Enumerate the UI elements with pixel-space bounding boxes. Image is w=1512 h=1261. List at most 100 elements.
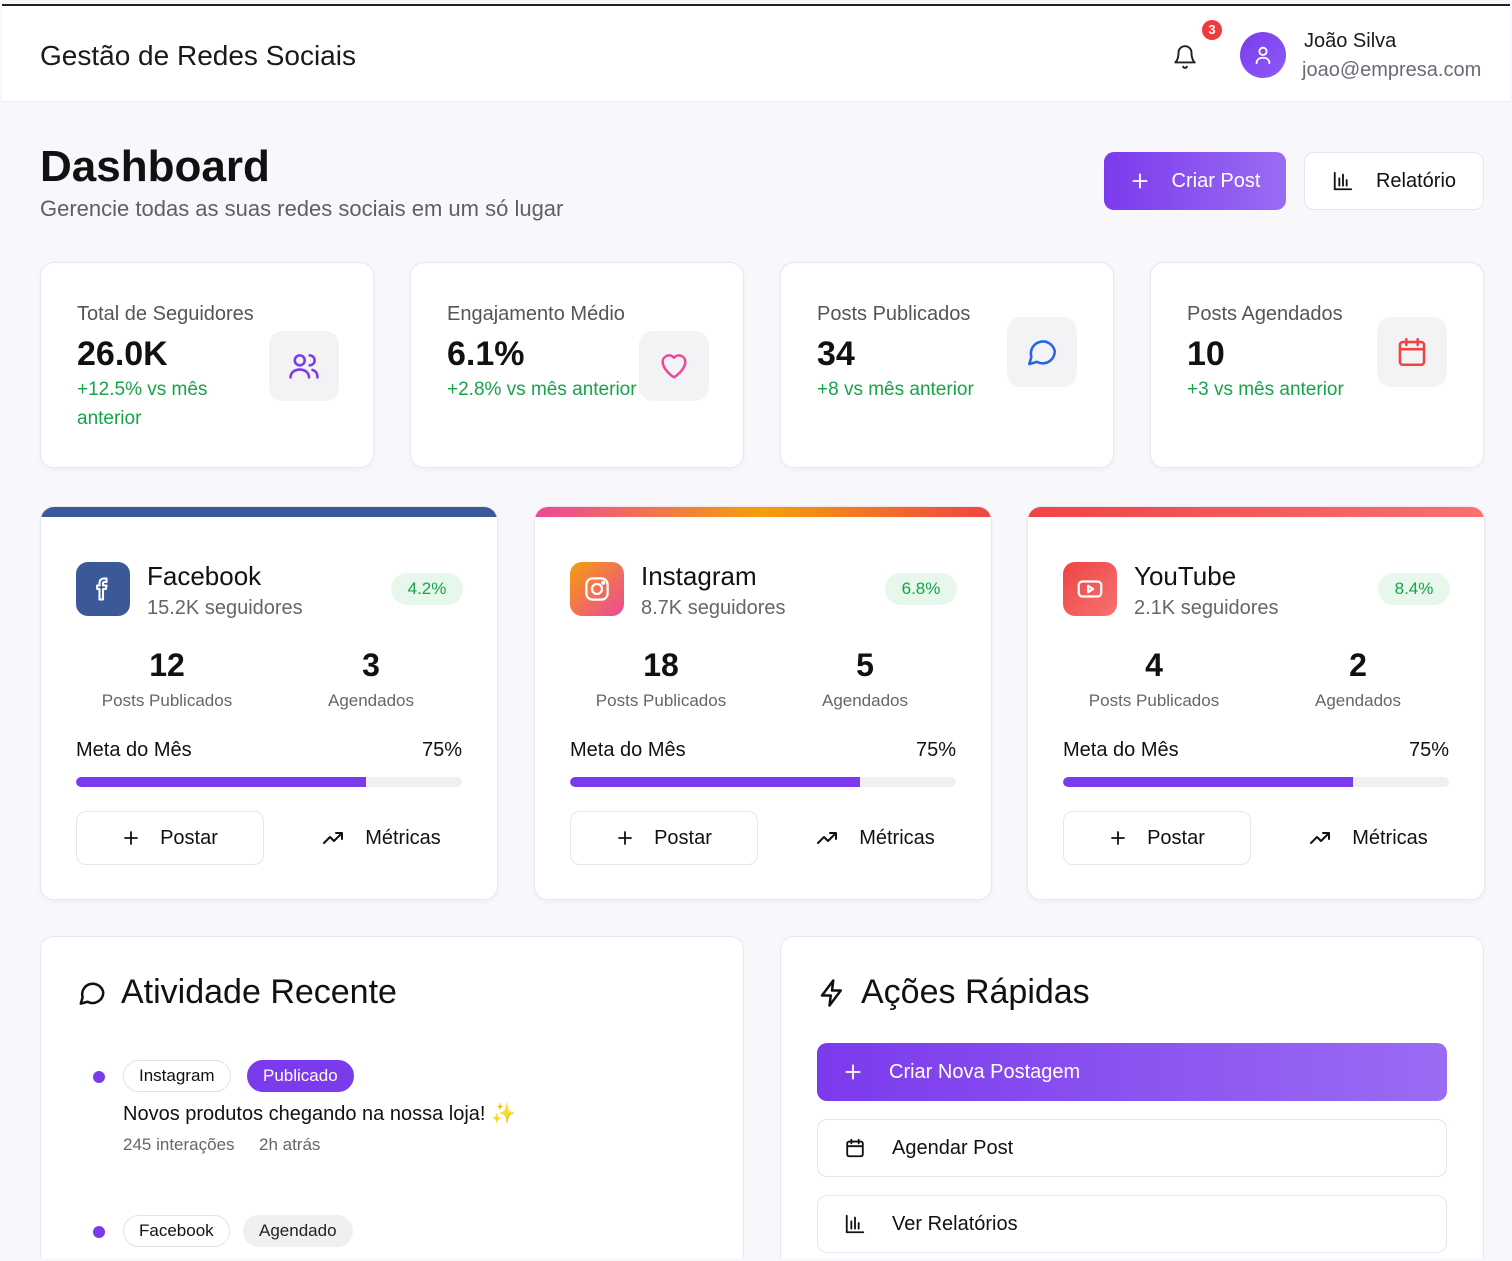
stat-card-followers: Total de Seguidores 26.0K +12.5% vs mês …	[40, 262, 374, 468]
post-label: Postar	[654, 826, 712, 849]
stat-card-published: Posts Publicados 34 +8 vs mês anterior	[780, 262, 1114, 468]
recent-activity-panel: Atividade Recente Instagram Publicado No…	[40, 936, 744, 1258]
goal-label: Meta do Mês	[76, 739, 192, 761]
plus-icon	[845, 1064, 861, 1080]
calendar-icon	[846, 1138, 864, 1158]
view-reports-label: Ver Relatórios	[892, 1212, 1018, 1235]
top-bar: Gestão de Redes Sociais 3 João Silva joa…	[2, 6, 1510, 102]
trending-up-icon	[817, 832, 838, 844]
facebook-icon	[76, 562, 130, 616]
heart-icon	[639, 331, 709, 401]
scheduled-count: 5	[856, 647, 874, 683]
scheduled-label: Agendados	[1314, 691, 1402, 710]
scheduled-count: 3	[362, 647, 380, 683]
post-button[interactable]: Postar	[76, 811, 264, 865]
platform-card-youtube: YouTube 2.1K seguidores 8.4% 4 Posts Pub…	[1027, 506, 1485, 900]
quick-actions-title-text: Ações Rápidas	[861, 973, 1090, 1011]
stat-card-engagement: Engajamento Médio 6.1% +2.8% vs mês ante…	[410, 262, 744, 468]
activity-text: Novos produtos chegando na nossa loja! ✨	[123, 1103, 516, 1125]
stat-value: 10	[1187, 335, 1225, 373]
stat-value: 6.1%	[447, 335, 525, 373]
schedule-post-button[interactable]: Agendar Post	[817, 1119, 1447, 1177]
engagement-badge: 8.4%	[1378, 573, 1450, 605]
status-badge: Agendado	[243, 1215, 353, 1247]
platform-chip: Facebook	[123, 1215, 230, 1247]
activity-interactions: 245 interações	[123, 1135, 235, 1154]
activity-dot	[93, 1071, 105, 1083]
post-button[interactable]: Postar	[1063, 811, 1251, 865]
stat-delta: +3 vs mês anterior	[1187, 379, 1344, 400]
post-button[interactable]: Postar	[570, 811, 758, 865]
scheduled-label: Agendados	[327, 691, 415, 710]
stat-delta: +12.5% vs mês anterior	[77, 379, 208, 429]
platform-color-bar	[41, 507, 497, 517]
platform-card-facebook: Facebook 15.2K seguidores 4.2% 12 Posts …	[40, 506, 498, 900]
scheduled-count: 2	[1349, 647, 1367, 683]
message-circle-icon	[1007, 317, 1077, 387]
app-frame: Gestão de Redes Sociais 3 João Silva joa…	[2, 4, 1510, 1258]
plus-icon	[1111, 831, 1125, 845]
create-new-post-label: Criar Nova Postagem	[889, 1060, 1081, 1083]
platform-name: Facebook	[147, 561, 262, 591]
stat-label: Engajamento Médio	[447, 303, 625, 325]
trending-up-icon	[1310, 832, 1331, 844]
scheduled-label: Agendados	[821, 691, 909, 710]
posts-label: Posts Publicados	[595, 691, 727, 710]
plus-icon	[618, 831, 632, 845]
posts-count: 4	[1145, 647, 1163, 683]
activity-time: 2h atrás	[259, 1135, 321, 1154]
avatar[interactable]	[1240, 32, 1286, 78]
goal-progress-track	[76, 777, 462, 787]
post-label: Postar	[1147, 826, 1205, 849]
stat-value: 34	[817, 335, 855, 373]
posts-count: 12	[149, 647, 185, 683]
report-button[interactable]: Relatório	[1304, 152, 1484, 210]
platform-color-bar	[535, 507, 991, 517]
activity-title-text: Atividade Recente	[121, 973, 397, 1011]
platform-followers: 8.7K seguidores	[641, 597, 786, 619]
plus-icon	[124, 831, 138, 845]
metrics-button[interactable]: Métricas	[301, 811, 461, 865]
stat-delta: +8 vs mês anterior	[817, 379, 974, 400]
goal-percent: 75%	[915, 739, 956, 761]
bar-chart-icon	[845, 1214, 865, 1234]
instagram-icon	[570, 562, 624, 616]
status-badge: Publicado	[247, 1060, 354, 1092]
stat-label: Posts Publicados	[817, 303, 971, 325]
platform-followers: 15.2K seguidores	[147, 597, 303, 619]
engagement-badge: 4.2%	[391, 573, 463, 605]
user-icon	[1255, 46, 1271, 65]
platform-chip: Instagram	[123, 1060, 231, 1092]
quick-actions-title: Ações Rápidas	[817, 973, 1090, 1012]
notification-badge: 3	[1202, 20, 1222, 40]
report-label: Relatório	[1375, 169, 1457, 192]
schedule-post-label: Agendar Post	[892, 1136, 1014, 1159]
posts-label: Posts Publicados	[101, 691, 233, 710]
activity-title: Atividade Recente	[77, 973, 397, 1012]
metrics-button[interactable]: Métricas	[1288, 811, 1448, 865]
goal-progress-fill	[76, 777, 366, 787]
platform-color-bar	[1028, 507, 1484, 517]
stat-label: Total de Seguidores	[77, 303, 254, 325]
stat-card-scheduled: Posts Agendados 10 +3 vs mês anterior	[1150, 262, 1484, 468]
calendar-icon	[1377, 317, 1447, 387]
user-name: João Silva	[1304, 30, 1397, 52]
goal-progress-fill	[570, 777, 860, 787]
users-icon	[269, 331, 339, 401]
goal-label: Meta do Mês	[1063, 739, 1179, 761]
view-reports-button[interactable]: Ver Relatórios	[817, 1195, 1447, 1253]
create-post-button[interactable]: Criar Post	[1104, 152, 1286, 210]
goal-label: Meta do Mês	[570, 739, 686, 761]
platform-name: Instagram	[641, 561, 757, 591]
create-new-post-button[interactable]: Criar Nova Postagem	[817, 1043, 1447, 1101]
page-subtitle: Gerencie todas as suas redes sociais em …	[40, 196, 564, 221]
metrics-label: Métricas	[1352, 826, 1428, 849]
app-title: Gestão de Redes Sociais	[40, 40, 356, 71]
metrics-button[interactable]: Métricas	[795, 811, 955, 865]
stat-delta: +2.8% vs mês anterior	[447, 379, 637, 400]
platform-name: YouTube	[1134, 561, 1237, 591]
youtube-icon	[1063, 562, 1117, 616]
goal-progress-fill	[1063, 777, 1353, 787]
bell-icon[interactable]	[1172, 44, 1198, 70]
post-label: Postar	[160, 826, 218, 849]
